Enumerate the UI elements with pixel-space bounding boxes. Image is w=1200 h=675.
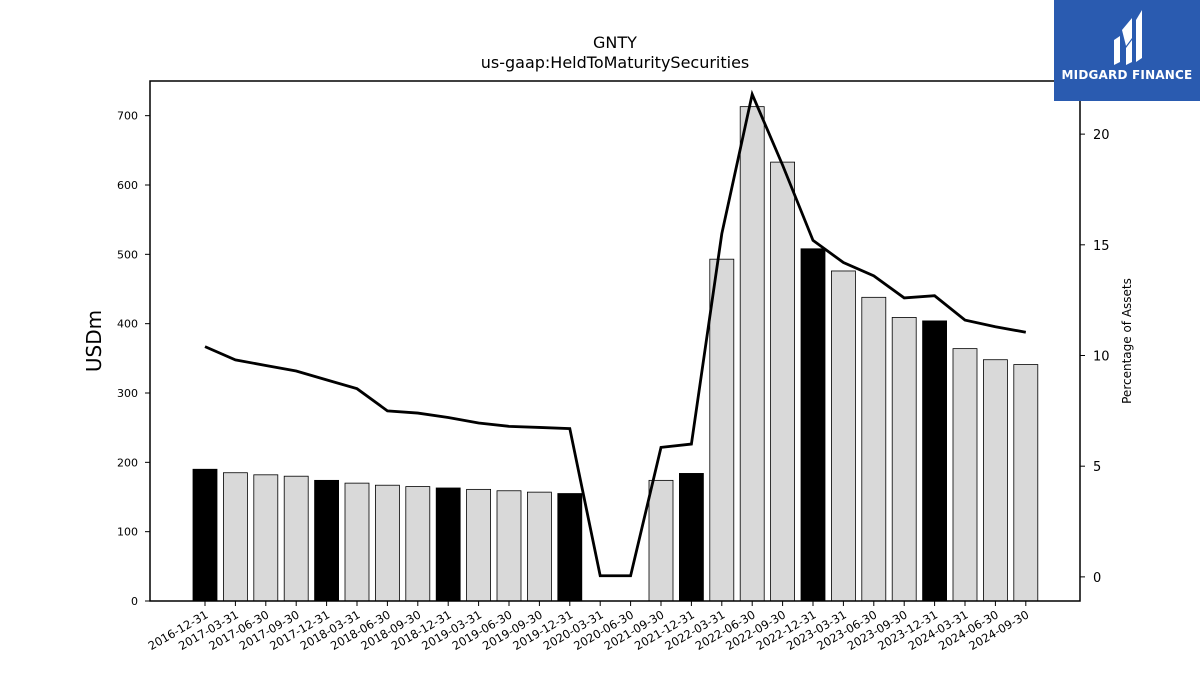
y-tick-label: 0 [131,595,138,608]
series-line [204,89,1027,578]
y-tick-label: 700 [117,110,138,123]
logo: MIDGARD FINANCE [1054,0,1200,101]
y-right-tick-label: 5 [1093,460,1101,475]
y-tick-label: 300 [117,387,138,400]
bar-2021-12-31 [679,473,704,602]
bar-layer [192,106,1039,602]
bar-2022-06-30 [739,106,765,602]
logo-mark-icon [1114,10,1142,65]
y-tick-label: 100 [117,526,138,539]
bar-2017-09-30 [283,475,309,602]
bar-2017-03-31 [222,472,248,602]
bar-2019-06-30 [496,490,522,602]
y-right-tick-label: 20 [1093,128,1110,143]
x-axis: 2016-12-312017-03-312017-06-302017-09-30… [146,601,1031,653]
bar-2021-09-30 [648,479,674,602]
y-tick-label: 600 [117,179,138,192]
bar-2018-06-30 [374,484,400,602]
bar-2023-03-31 [831,270,856,602]
bar-2024-03-31 [952,348,978,602]
y-axis-label: USDm [82,310,106,372]
y-right-tick-label: 0 [1093,571,1101,586]
y-tick-label: 500 [117,248,138,261]
bar-2016-12-31 [192,468,218,602]
plot-frame [149,80,1081,602]
bar-2018-03-31 [344,482,370,602]
bar-2018-09-30 [405,486,431,602]
bar-2024-06-30 [983,359,1008,602]
bar-2022-12-31 [800,248,826,602]
bar-2023-09-30 [891,317,917,602]
bar-2019-12-31 [557,493,583,602]
left-axis: 0 100 200 300 400 500 600 700 [117,110,150,608]
chart-subtitle: us-gaap:HeldToMaturitySecurities [481,53,750,72]
y-right-tick-label: 15 [1093,239,1110,254]
y-axis-label-right: Percentage of Assets [1120,278,1134,404]
bar-2023-12-31 [922,320,947,602]
chart-title: GNTY [593,33,637,52]
right-axis: 0 5 10 15 20 [1080,128,1110,586]
bar-2022-03-31 [709,258,735,602]
y-tick-label: 400 [117,318,138,331]
y-right-tick-label: 10 [1093,349,1110,364]
bar-2017-12-31 [314,479,340,602]
y-tick-label: 200 [117,456,138,469]
bar-2022-09-30 [770,161,795,602]
line-layer [204,89,1027,578]
bar-2019-09-30 [527,491,552,602]
bar-2019-03-31 [466,488,492,602]
logo-text: MIDGARD FINANCE [1061,68,1193,82]
bar-2024-09-30 [1013,364,1039,602]
bar-2023-06-30 [861,296,887,602]
bar-2018-12-31 [435,487,461,602]
bar-2017-06-30 [253,474,279,602]
